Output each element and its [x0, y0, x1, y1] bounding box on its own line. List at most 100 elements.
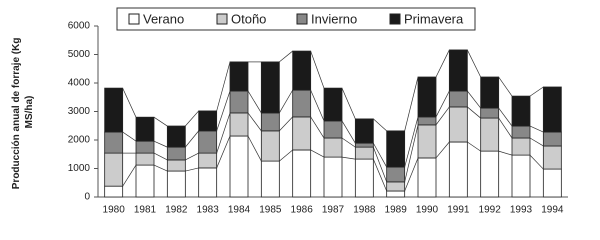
bar-segment: [104, 185, 124, 198]
x-tick-label: 1986: [291, 205, 314, 216]
connector: [498, 107, 513, 127]
bar-segment: [135, 164, 155, 198]
connector: [310, 149, 325, 158]
x-tick-label: 1983: [197, 205, 220, 216]
bar-segment: [260, 160, 280, 198]
connector: [404, 124, 419, 182]
bar-segment: [166, 146, 186, 161]
y-axis-label-line: Producción anual de forraje (Kg: [11, 38, 22, 190]
bar-segment: [386, 181, 406, 192]
bar-segment: [198, 167, 218, 198]
bar-segment: [511, 137, 531, 156]
bar-segment: [417, 116, 437, 126]
x-tick-label: 1993: [510, 205, 533, 216]
connector: [247, 135, 262, 162]
y-axis-label-line: MS/ha): [24, 96, 35, 129]
x-tick-label: 1994: [541, 205, 564, 216]
bar-segment: [166, 125, 186, 148]
connector: [529, 137, 544, 147]
connector: [310, 89, 325, 122]
connector: [279, 149, 293, 162]
legend-box: [116, 7, 476, 31]
bar-segment: [292, 149, 312, 198]
connector: [185, 152, 199, 161]
bar-segment: [104, 131, 124, 154]
connector: [185, 167, 199, 172]
connector: [467, 49, 481, 78]
legend-label: Primavera: [404, 11, 464, 26]
bar-segment: [104, 152, 124, 187]
bar-segment: [135, 152, 155, 166]
bar-segment: [448, 90, 468, 108]
bar-segment: [542, 168, 562, 198]
bar-segment: [448, 49, 468, 92]
bar-segment: [166, 170, 186, 198]
bar-segment: [417, 76, 437, 118]
x-tick-label: 1992: [479, 205, 502, 216]
bar-segment: [292, 50, 312, 91]
connector: [153, 152, 168, 161]
bar-segment: [542, 86, 562, 133]
connector: [529, 125, 544, 133]
connector: [153, 116, 168, 127]
connector: [404, 116, 419, 168]
bar-segment: [260, 112, 280, 132]
connector: [216, 112, 231, 154]
chart: Producción anual de forraje (Kg MS/ha) 0…: [11, 7, 568, 216]
connector: [153, 140, 168, 148]
bar-segment: [135, 140, 155, 154]
y-tick-label: 4000: [68, 78, 91, 89]
bar-segment: [542, 145, 562, 170]
connector: [373, 118, 387, 132]
bar-segment: [448, 141, 468, 198]
connector: [341, 156, 356, 160]
bar-segment: [198, 130, 218, 154]
connector: [279, 116, 293, 132]
x-tick-label: 1988: [353, 205, 376, 216]
connector: [435, 106, 450, 126]
bar-segment: [354, 118, 374, 144]
connector: [185, 130, 199, 148]
bar-segment: [480, 150, 500, 198]
connector: [435, 90, 450, 118]
connector: [279, 50, 293, 63]
bar-segment: [260, 61, 280, 114]
y-axis-label: Producción anual de forraje (Kg MS/ha): [11, 35, 35, 189]
connector: [247, 112, 262, 132]
y-tick-label: 1000: [68, 163, 91, 174]
bar-segment: [229, 61, 249, 92]
bar-segment: [323, 156, 343, 198]
bar-segment: [386, 166, 406, 183]
legend-label: Otoño: [231, 11, 266, 26]
bar-segment: [135, 116, 155, 142]
bar-segment: [198, 152, 218, 169]
bar-segment: [386, 190, 406, 198]
connector: [498, 76, 513, 97]
bar-segment: [104, 87, 124, 133]
legend-label: Invierno: [311, 11, 357, 26]
connector: [247, 90, 262, 114]
bar-segment: [480, 117, 500, 152]
bar-segment: [292, 89, 312, 118]
x-tick-label: 1990: [416, 205, 439, 216]
x-tick-label: 1987: [322, 205, 345, 216]
legend-swatch: [389, 13, 401, 25]
connector: [216, 61, 231, 112]
connector: [341, 120, 356, 144]
bar-segment: [354, 158, 374, 198]
x-tick-label: 1985: [259, 205, 282, 216]
connector: [216, 90, 231, 131]
bar-segment: [480, 76, 500, 109]
connector: [373, 142, 387, 168]
connector: [404, 76, 419, 131]
connector: [467, 141, 481, 152]
y-tick-label: 3000: [68, 106, 91, 117]
bar-segment: [260, 130, 280, 162]
bar-segment: [229, 90, 249, 114]
bar-segment: [386, 130, 406, 168]
connector: [122, 164, 137, 187]
bar-segment: [229, 135, 249, 198]
y-tick-label: 6000: [68, 21, 91, 32]
x-tick-label: 1982: [165, 205, 188, 216]
connector: [498, 150, 513, 156]
